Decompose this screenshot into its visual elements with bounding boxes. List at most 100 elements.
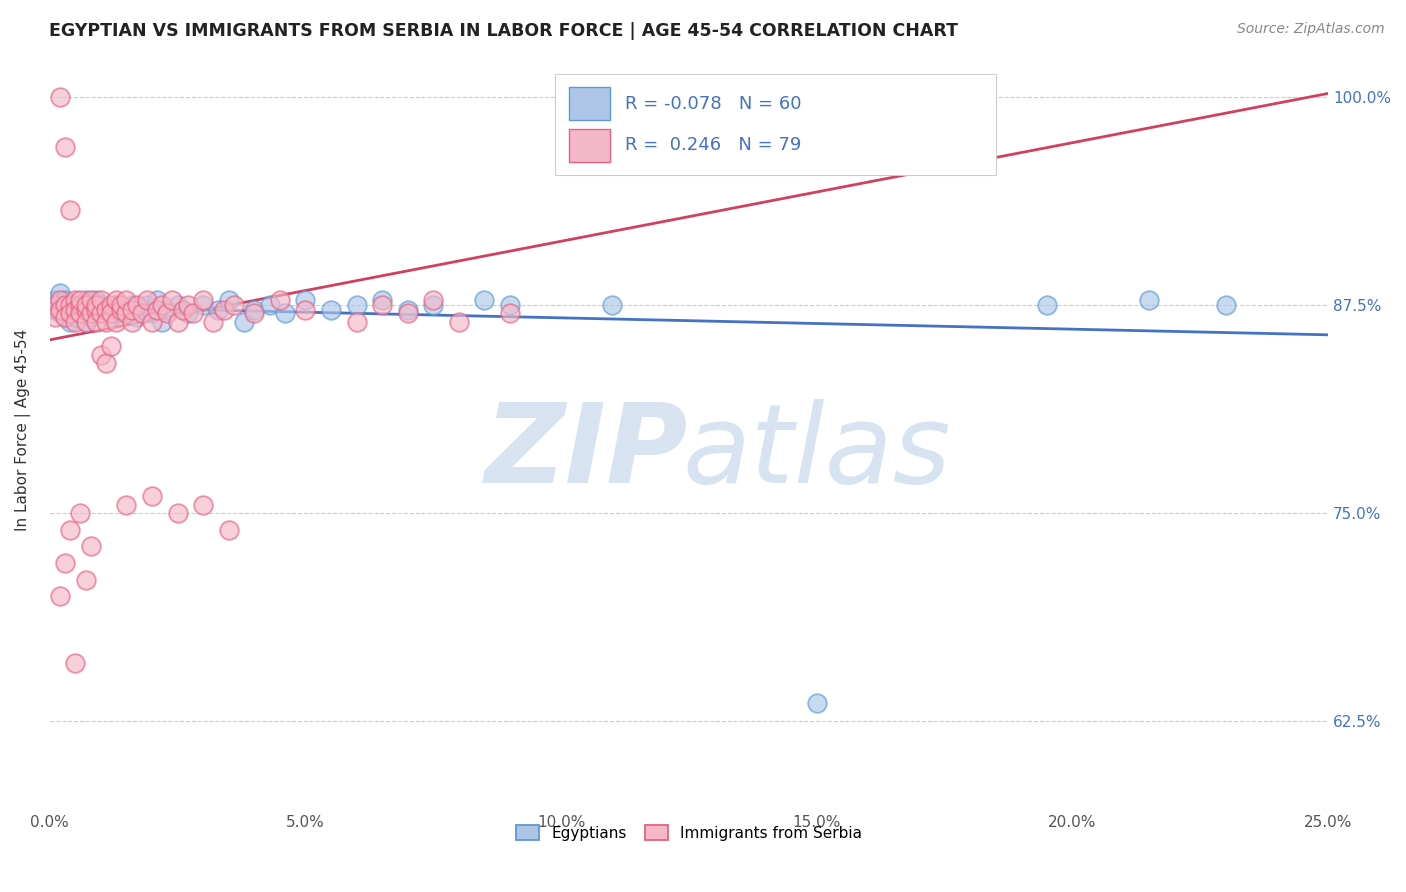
Point <box>207 302 229 317</box>
Point <box>75 314 97 328</box>
Point <box>65 302 87 317</box>
Point <box>79 306 101 320</box>
Point <box>100 310 122 324</box>
Point <box>150 314 173 328</box>
Point <box>84 314 107 328</box>
FancyBboxPatch shape <box>569 87 610 120</box>
Point <box>49 306 72 320</box>
Point <box>69 298 91 312</box>
Point <box>172 302 194 317</box>
Point <box>90 293 112 307</box>
Point <box>135 293 157 307</box>
Point <box>84 302 107 317</box>
Point <box>44 310 66 324</box>
Point <box>110 302 132 317</box>
Text: R = -0.078   N = 60: R = -0.078 N = 60 <box>626 95 801 112</box>
Point <box>90 348 112 362</box>
Point <box>110 298 132 312</box>
Point <box>218 293 240 307</box>
Point <box>69 306 91 320</box>
Point <box>105 314 128 328</box>
Point <box>94 356 117 370</box>
Point <box>79 310 101 324</box>
Point <box>125 310 148 324</box>
Point <box>191 498 214 512</box>
Point <box>212 302 235 317</box>
Point <box>49 293 72 307</box>
Point <box>75 573 97 587</box>
Point <box>422 298 444 312</box>
Point <box>69 306 91 320</box>
Point <box>447 314 470 328</box>
Point <box>49 589 72 603</box>
Point <box>806 696 828 710</box>
Point <box>84 298 107 312</box>
Point <box>105 298 128 312</box>
Point <box>294 302 316 317</box>
Point <box>162 293 184 307</box>
Y-axis label: In Labor Force | Age 45-54: In Labor Force | Age 45-54 <box>15 328 31 531</box>
Point <box>499 298 522 312</box>
Point <box>422 293 444 307</box>
Point <box>105 293 128 307</box>
Point <box>94 302 117 317</box>
Point <box>84 302 107 317</box>
Point <box>94 314 117 328</box>
Point <box>90 306 112 320</box>
FancyBboxPatch shape <box>555 74 995 175</box>
Point <box>396 306 419 320</box>
Point <box>49 286 72 301</box>
Point <box>49 302 72 317</box>
Point <box>65 298 87 312</box>
Point <box>121 302 143 317</box>
Point <box>319 302 342 317</box>
Point <box>53 556 76 570</box>
Point <box>59 314 82 328</box>
Point <box>75 314 97 328</box>
Point <box>65 293 87 307</box>
Point <box>131 302 153 317</box>
Text: Source: ZipAtlas.com: Source: ZipAtlas.com <box>1237 22 1385 37</box>
Point <box>44 293 66 307</box>
Point <box>269 293 291 307</box>
Text: ZIP: ZIP <box>485 399 689 506</box>
Point <box>177 298 200 312</box>
Point <box>49 298 72 312</box>
Point <box>177 306 200 320</box>
Point <box>243 302 266 317</box>
Point <box>59 202 82 217</box>
Point <box>79 539 101 553</box>
Point <box>202 314 225 328</box>
Point <box>69 298 91 312</box>
Point <box>100 339 122 353</box>
Point <box>115 293 138 307</box>
Point <box>474 293 496 307</box>
Point <box>59 298 82 312</box>
Point <box>191 293 214 307</box>
Point <box>53 310 76 324</box>
Point <box>346 298 368 312</box>
Point <box>110 306 132 320</box>
Point <box>156 306 179 320</box>
Point <box>75 293 97 307</box>
Point <box>141 306 163 320</box>
Point <box>259 298 281 312</box>
Point <box>90 306 112 320</box>
Point <box>141 489 163 503</box>
Point <box>1215 298 1237 312</box>
Point <box>115 306 138 320</box>
Point <box>218 523 240 537</box>
Point <box>294 293 316 307</box>
Point <box>79 293 101 307</box>
Point <box>59 523 82 537</box>
Point <box>396 302 419 317</box>
Point <box>1137 293 1160 307</box>
Point <box>53 298 76 312</box>
Point <box>53 298 76 312</box>
Point <box>65 656 87 670</box>
Point <box>371 293 394 307</box>
Point <box>166 298 188 312</box>
Point <box>181 306 204 320</box>
Point <box>1036 298 1059 312</box>
Point <box>600 298 623 312</box>
